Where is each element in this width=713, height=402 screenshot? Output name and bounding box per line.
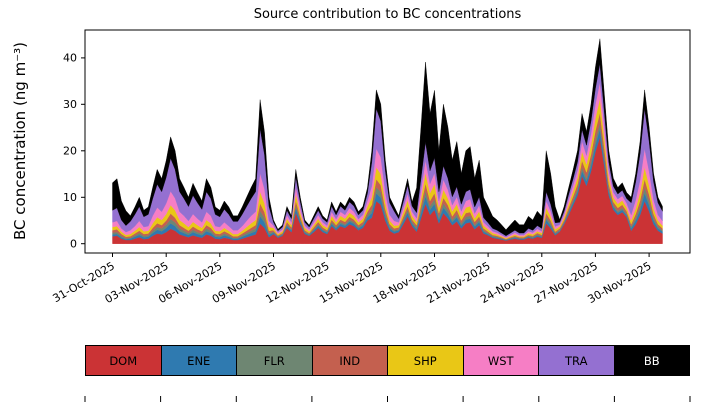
legend: DOM ENE FLR IND SHP WST TRA BB xyxy=(85,345,690,376)
y-tick-label: 40 xyxy=(63,52,77,65)
legend-label: FLR xyxy=(263,353,285,368)
legend-label: WST xyxy=(487,353,514,368)
legend-item-SHP: SHP xyxy=(387,346,463,375)
legend-item-FLR: FLR xyxy=(236,346,312,375)
y-tick-label: 10 xyxy=(63,191,77,204)
legend-item-DOM: DOM xyxy=(86,346,161,375)
plot-border xyxy=(84,29,691,254)
legend-item-TRA: TRA xyxy=(538,346,614,375)
legend-label: DOM xyxy=(109,353,138,368)
area-BB xyxy=(112,38,663,237)
y-tick-label: 0 xyxy=(70,238,77,251)
legend-label: TRA xyxy=(565,353,588,368)
legend-label: BB xyxy=(643,353,660,368)
legend-item-ENE: ENE xyxy=(160,346,236,375)
legend-label: ENE xyxy=(187,353,211,368)
y-tick-label: 30 xyxy=(63,98,77,111)
legend-item-IND: IND xyxy=(311,346,387,375)
legend-label: SHP xyxy=(413,353,437,368)
y-tick-label: 20 xyxy=(63,145,77,158)
legend-label: IND xyxy=(339,353,361,368)
legend-item-WST: WST xyxy=(462,346,538,375)
legend-item-BB: BB xyxy=(613,346,689,375)
chart-title: Source contribution to BC concentrations xyxy=(253,7,522,22)
